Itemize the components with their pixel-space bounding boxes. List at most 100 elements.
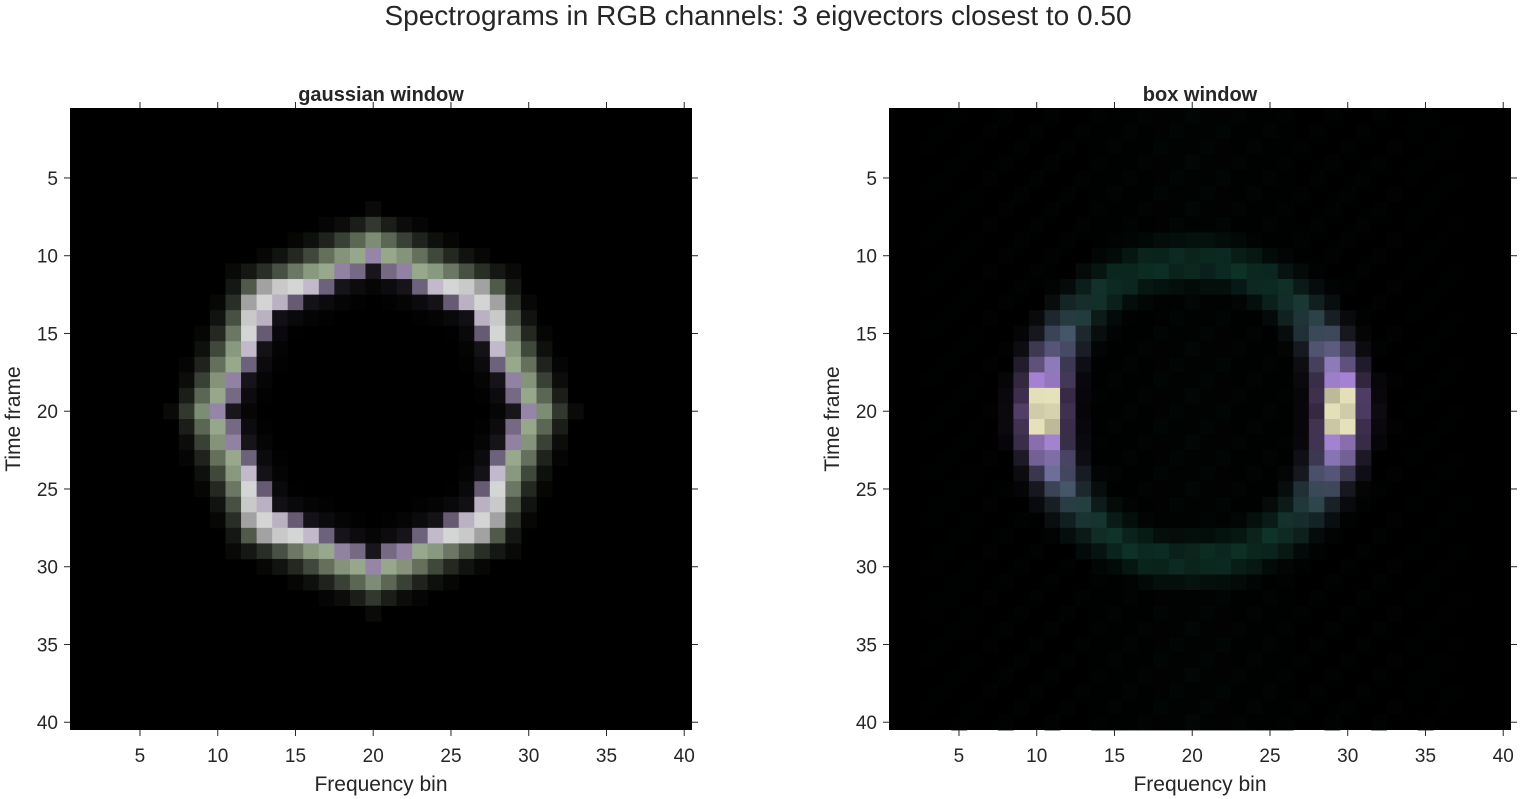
heatmap-cell	[287, 574, 304, 591]
heatmap-cell	[1044, 621, 1061, 638]
heatmap-cell	[1184, 108, 1201, 124]
heatmap-cell	[1168, 139, 1185, 156]
heatmap-cell	[287, 543, 304, 560]
heatmap-cell	[489, 465, 506, 482]
heatmap-cell	[209, 294, 226, 311]
heatmap-cell	[241, 543, 257, 560]
heatmap-cell	[1277, 247, 1294, 264]
heatmap-cell	[1075, 325, 1092, 342]
heatmap-cell	[1277, 605, 1294, 622]
heatmap-cell	[1106, 154, 1123, 171]
heatmap-cell	[1231, 232, 1248, 249]
heatmap-cell	[1153, 527, 1170, 544]
heatmap-cell	[241, 527, 257, 544]
heatmap-cell	[1184, 372, 1201, 389]
heatmap-cell	[1324, 108, 1341, 124]
heatmap-cell	[920, 279, 937, 295]
heatmap-cell	[1339, 496, 1356, 513]
heatmap-cell	[1324, 247, 1341, 264]
heatmap-cell	[1231, 108, 1248, 124]
heatmap-cell	[1402, 216, 1419, 233]
heatmap-cell	[1339, 419, 1356, 435]
heatmap-cell	[256, 543, 273, 560]
heatmap-cell	[458, 527, 475, 544]
heatmap-cell	[1153, 683, 1170, 700]
heatmap-cell	[1215, 403, 1232, 420]
heatmap-cell	[1075, 170, 1092, 187]
heatmap-cell	[1013, 512, 1030, 529]
heatmap-cell	[396, 294, 413, 311]
heatmap-cell	[489, 372, 506, 389]
heatmap-cell	[412, 496, 429, 513]
heatmap-cell	[1448, 590, 1465, 606]
heatmap-cell	[1402, 590, 1419, 606]
heatmap-cell	[256, 356, 273, 373]
heatmap-cell	[1215, 465, 1232, 482]
heatmap-cell	[1137, 372, 1154, 389]
heatmap-cell	[1215, 543, 1232, 560]
heatmap-cell	[1137, 621, 1154, 638]
heatmap-cell	[1371, 201, 1387, 218]
heatmap-cell	[1028, 434, 1045, 451]
heatmap-cell	[1262, 636, 1279, 653]
heatmap-cell	[1106, 434, 1123, 451]
heatmap-cell	[1339, 652, 1356, 669]
x-tick-label: 30	[518, 746, 539, 767]
heatmap-cell	[349, 590, 366, 606]
heatmap-cell	[427, 263, 444, 280]
heatmap-cell	[349, 574, 366, 591]
heatmap-cell	[225, 403, 242, 420]
heatmap-cell	[1215, 590, 1232, 606]
heatmap-cell	[241, 294, 257, 311]
heatmap-cell	[1044, 667, 1061, 684]
heatmap-cell	[412, 543, 429, 560]
heatmap-cell	[1200, 574, 1216, 591]
heatmap-cell	[1246, 310, 1263, 327]
heatmap-cell	[1215, 714, 1232, 731]
heatmap-cell	[1277, 154, 1294, 171]
heatmap-cell	[1417, 621, 1434, 638]
heatmap-cell	[997, 154, 1014, 171]
heatmap-cell	[1308, 434, 1325, 451]
heatmap-cell	[997, 403, 1014, 420]
heatmap-cell	[474, 558, 491, 575]
heatmap-cell	[1324, 356, 1341, 373]
heatmap-cell	[1215, 372, 1232, 389]
heatmap-cell	[1168, 185, 1185, 202]
heatmap-cell	[1277, 512, 1294, 529]
heatmap-cell	[1075, 310, 1092, 327]
heatmap-cell	[194, 356, 211, 373]
heatmap-cell	[536, 356, 553, 373]
heatmap-cell	[1246, 185, 1263, 202]
heatmap-cell	[474, 247, 491, 264]
heatmap-cell	[334, 574, 351, 591]
heatmap-cell	[272, 294, 289, 311]
heatmap-cell	[520, 294, 537, 311]
heatmap-cell	[1448, 356, 1465, 373]
heatmap-cell	[1168, 636, 1185, 653]
heatmap-cell	[1215, 247, 1232, 264]
heatmap-cell	[1168, 279, 1185, 295]
heatmap-cell	[1200, 543, 1216, 560]
heatmap-cell	[1277, 621, 1294, 638]
heatmap-cell	[1324, 325, 1341, 342]
heatmap-cell	[458, 356, 475, 373]
heatmap-cell	[1028, 387, 1045, 404]
heatmap-cell	[272, 543, 289, 560]
heatmap-cell	[1339, 310, 1356, 327]
heatmap-cell	[997, 201, 1014, 218]
heatmap-cell	[1137, 154, 1154, 171]
heatmap-cell	[241, 325, 257, 342]
heatmap-cell	[1246, 574, 1263, 591]
heatmap-cell	[381, 216, 397, 233]
heatmap-cell	[1371, 574, 1387, 591]
heatmap-cell	[1122, 419, 1139, 435]
heatmap-cell	[1324, 512, 1341, 529]
heatmap-cell	[1262, 372, 1279, 389]
heatmap-cell	[474, 496, 491, 513]
heatmap-cell	[935, 216, 952, 233]
heatmap-cell	[1106, 294, 1123, 311]
heatmap-cell	[1091, 574, 1108, 591]
heatmap-cell	[1308, 636, 1325, 653]
heatmap-cell	[1215, 450, 1232, 467]
